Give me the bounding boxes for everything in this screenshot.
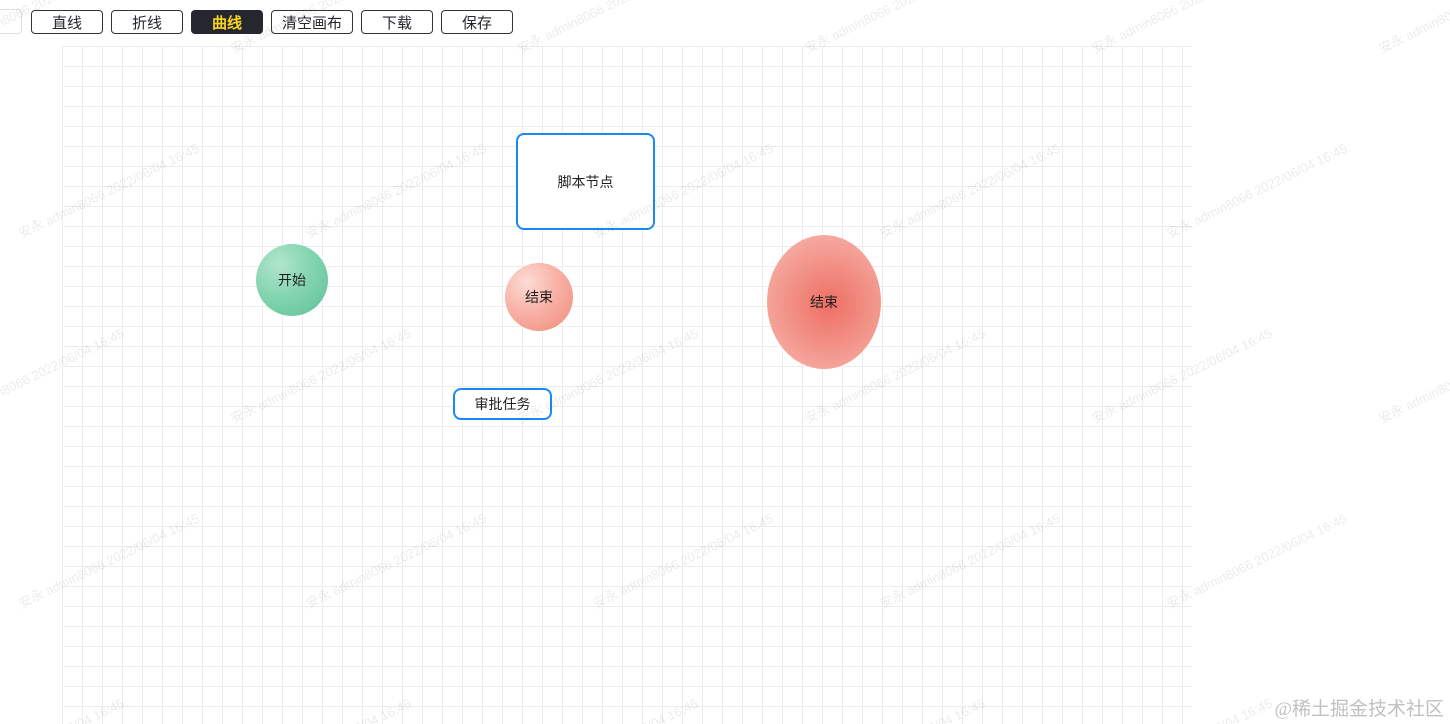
node-start[interactable]: 开始 [256, 244, 328, 316]
watermark-text: 安永 admin8066 2022/06/04 16:45 [1376, 326, 1450, 427]
clear-canvas-button[interactable]: 清空画布 [271, 10, 354, 34]
download-button[interactable]: 下载 [361, 10, 433, 34]
node-approve-task[interactable]: 审批任务 [453, 388, 552, 420]
save-button[interactable]: 保存 [441, 10, 513, 34]
line-straight-button[interactable]: 直线 [31, 10, 103, 34]
line-polyline-button[interactable]: 折线 [111, 10, 183, 34]
credit-watermark: @稀土掘金技术社区 [1274, 699, 1445, 720]
node-end-small[interactable]: 结束 [505, 263, 573, 331]
line-curve-button[interactable]: 曲线 [191, 10, 263, 34]
partial-button[interactable] [0, 9, 22, 34]
node-script[interactable]: 脚本节点 [516, 133, 655, 230]
flow-canvas[interactable]: 脚本节点 开始 结束 结束 审批任务 [62, 46, 1192, 724]
node-end-large[interactable]: 结束 [767, 235, 881, 369]
toolbar: 直线 折线 曲线 清空画布 下载 保存 [0, 0, 1450, 46]
